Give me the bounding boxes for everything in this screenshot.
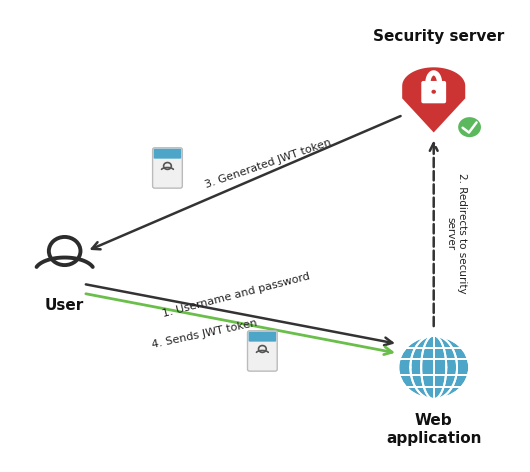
Text: 1. Username and password: 1. Username and password xyxy=(161,271,311,319)
Text: 2. Redirects to security
server: 2. Redirects to security server xyxy=(445,173,466,294)
Text: Web
application: Web application xyxy=(386,413,481,446)
FancyBboxPatch shape xyxy=(249,332,276,342)
FancyBboxPatch shape xyxy=(154,149,181,159)
FancyBboxPatch shape xyxy=(421,81,446,103)
Circle shape xyxy=(398,336,470,399)
FancyBboxPatch shape xyxy=(248,331,277,371)
Polygon shape xyxy=(402,67,465,133)
FancyBboxPatch shape xyxy=(153,148,182,188)
Circle shape xyxy=(431,90,436,94)
Text: Security server: Security server xyxy=(373,29,505,44)
Text: 3. Generated JWT token: 3. Generated JWT token xyxy=(203,137,332,190)
Text: 4. Sends JWT token: 4. Sends JWT token xyxy=(151,318,258,350)
Text: User: User xyxy=(45,298,84,313)
Circle shape xyxy=(457,116,482,138)
